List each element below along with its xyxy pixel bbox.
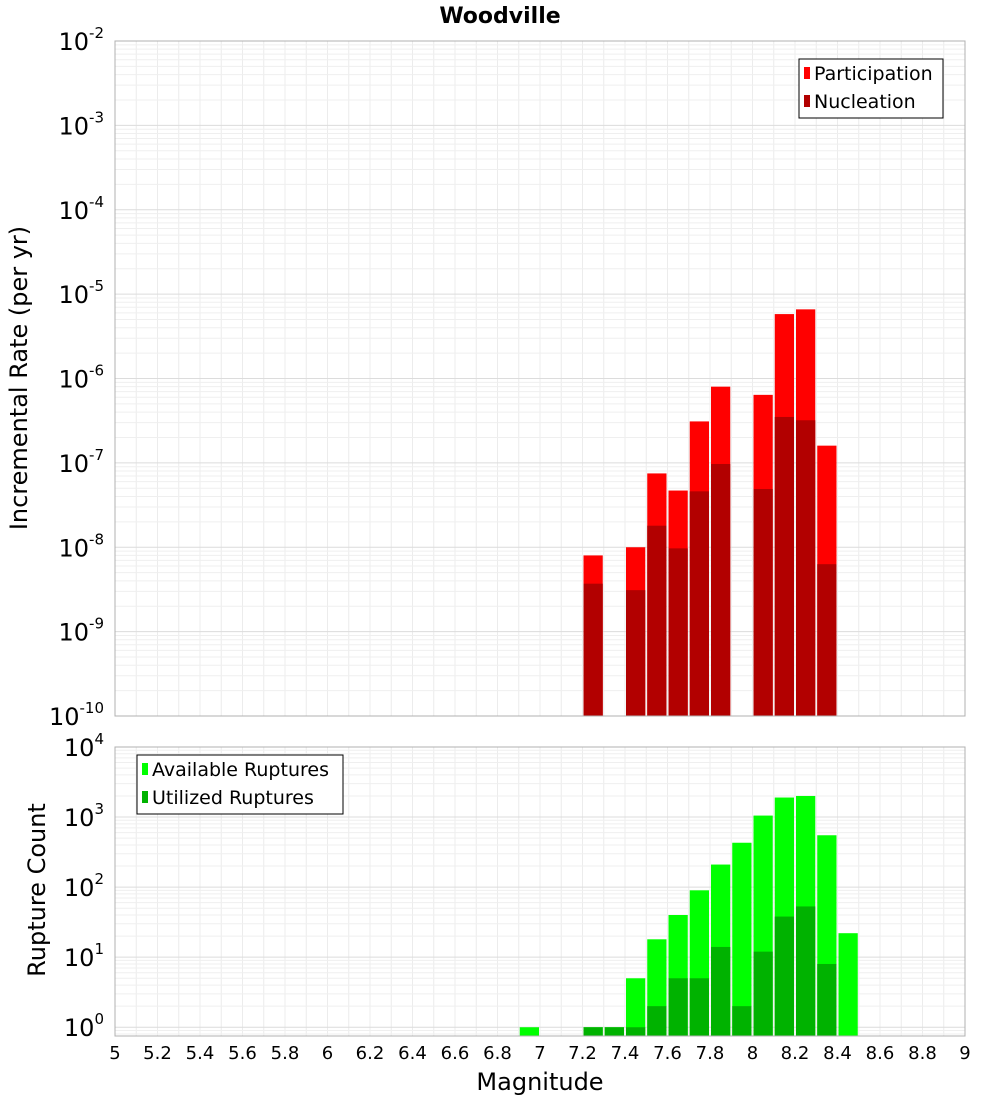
- x-tick-label: 7.6: [653, 1043, 682, 1064]
- x-tick-label: 7: [534, 1043, 545, 1064]
- bottom-bar-series-1: [583, 1027, 603, 1036]
- x-tick-label: 8.4: [823, 1043, 852, 1064]
- top-bar-series-1: [689, 491, 709, 716]
- bottom-bar-series-1: [626, 1027, 646, 1036]
- top-bar-series-1: [774, 416, 794, 716]
- bottom-bar-series-1: [668, 978, 688, 1036]
- x-tick-label: 6.2: [356, 1043, 385, 1064]
- bottom-bar-series-1: [647, 1006, 667, 1036]
- x-tick-label: 8.6: [866, 1043, 895, 1064]
- top-bar-series-1: [711, 463, 731, 716]
- top-legend-swatch-1: [804, 95, 810, 107]
- top-bar-series-1: [583, 583, 603, 716]
- x-tick-label: 9: [959, 1043, 970, 1064]
- bottom-bar-series-0: [519, 1027, 539, 1036]
- bottom-y-tick-label: 102: [64, 870, 104, 902]
- x-tick-label: 5.8: [271, 1043, 300, 1064]
- x-tick-label: 5.4: [186, 1043, 215, 1064]
- top-bar-series-1: [626, 590, 646, 716]
- bottom-bar-series-0: [626, 978, 646, 1036]
- bottom-legend-swatch-1: [142, 791, 148, 803]
- bottom-legend-swatch-0: [142, 763, 148, 775]
- top-bar-series-1: [647, 525, 667, 716]
- x-tick-label: 6.8: [483, 1043, 512, 1064]
- x-tick-label: 5.6: [228, 1043, 257, 1064]
- bottom-y-tick-label: 104: [64, 730, 104, 762]
- x-axis-label: Magnitude: [476, 1068, 603, 1096]
- bottom-bar-series-1: [753, 951, 773, 1036]
- top-y-tick-label: 10-9: [58, 615, 104, 647]
- bottom-bar-series-1: [711, 946, 731, 1036]
- bottom-bar-series-1: [689, 978, 709, 1036]
- top-bar-series-1: [796, 420, 816, 716]
- chart-title: Woodville: [439, 4, 560, 29]
- x-tick-label: 5.2: [143, 1043, 172, 1064]
- x-tick-label: 6.4: [398, 1043, 427, 1064]
- x-tick-label: 7.8: [696, 1043, 725, 1064]
- top-bar-series-1: [817, 564, 837, 716]
- x-tick-label: 6: [322, 1043, 333, 1064]
- top-legend-label-0: Participation: [814, 63, 933, 85]
- top-legend-swatch-0: [804, 67, 810, 79]
- bottom-legend-label-0: Available Ruptures: [152, 759, 329, 781]
- top-bar-series-1: [753, 489, 773, 716]
- bottom-legend-label-1: Utilized Ruptures: [152, 787, 314, 809]
- bottom-bar-series-0: [732, 842, 752, 1036]
- x-tick-label: 8: [747, 1043, 758, 1064]
- bottom-bar-series-1: [732, 1006, 752, 1036]
- top-y-tick-label: 10-8: [58, 530, 104, 562]
- top-legend-box: [798, 58, 944, 119]
- top-y-tick-label: 10-3: [58, 108, 104, 140]
- x-tick-label: 5: [109, 1043, 120, 1064]
- top-y-tick-label: 10-2: [58, 24, 104, 56]
- bottom-y-tick-label: 101: [64, 940, 104, 972]
- bottom-plot-frame: [114, 746, 966, 1037]
- x-tick-label: 7.4: [611, 1043, 640, 1064]
- bottom-bar-series-1: [604, 1027, 624, 1036]
- top-y-axis-label: Incremental Rate (per yr): [5, 226, 33, 530]
- x-tick-label: 7.2: [568, 1043, 597, 1064]
- bottom-y-axis-label: Rupture Count: [23, 803, 51, 977]
- x-tick-label: 6.6: [441, 1043, 470, 1064]
- top-y-tick-label: 10-7: [58, 446, 104, 478]
- top-plot-frame: [114, 40, 966, 717]
- bottom-y-tick-label: 100: [64, 1010, 104, 1042]
- bottom-y-tick-label: 103: [64, 800, 104, 832]
- top-bar-series-1: [668, 548, 688, 716]
- bottom-bar-series-0: [838, 933, 858, 1036]
- top-y-tick-label: 10-4: [58, 193, 104, 225]
- top-y-tick-label: 10-6: [58, 362, 104, 394]
- x-tick-label: 8.2: [781, 1043, 810, 1064]
- bottom-bar-series-1: [796, 906, 816, 1036]
- bottom-bar-series-1: [774, 916, 794, 1036]
- top-y-tick-label: 10-10: [49, 699, 104, 731]
- bottom-legend-box: [136, 754, 344, 815]
- top-legend-label-1: Nucleation: [814, 91, 916, 113]
- top-y-tick-label: 10-5: [58, 277, 104, 309]
- x-tick-label: 8.8: [908, 1043, 937, 1064]
- bottom-bar-series-1: [817, 963, 837, 1036]
